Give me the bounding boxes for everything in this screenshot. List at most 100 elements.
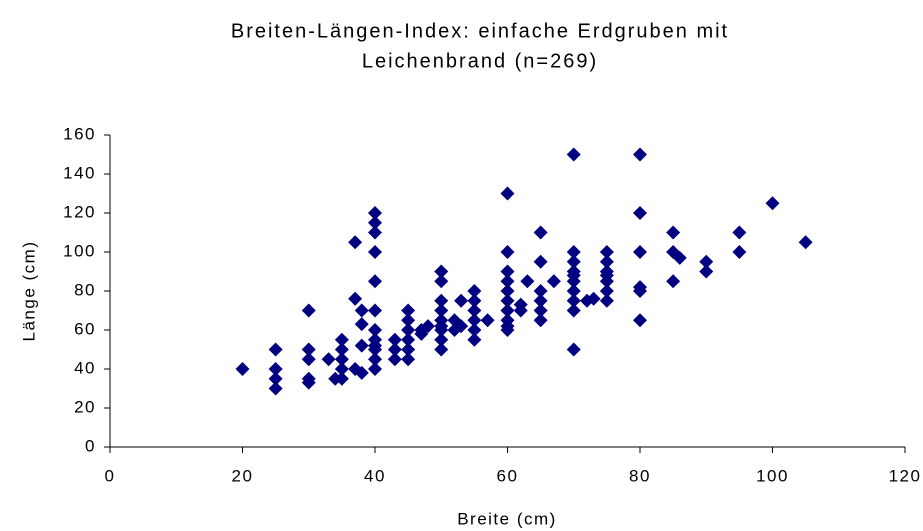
point: [368, 225, 382, 240]
y-tick-label: 20: [74, 397, 96, 416]
point: [434, 303, 449, 318]
point: [546, 274, 561, 289]
y-tick-label: 80: [74, 280, 96, 299]
point: [368, 245, 382, 259]
point: [348, 291, 363, 306]
point: [599, 264, 614, 279]
point: [354, 365, 369, 380]
point: [533, 254, 548, 269]
point: [354, 303, 369, 318]
point: [387, 352, 402, 367]
point: [301, 371, 316, 386]
x-tick-label: 120: [889, 466, 922, 485]
point: [533, 313, 548, 328]
point: [401, 303, 416, 318]
x-tick-label: 100: [756, 466, 789, 485]
point: [268, 371, 283, 386]
point: [599, 245, 614, 259]
x-tick-label: 20: [232, 466, 254, 485]
point: [533, 284, 548, 298]
point: [334, 362, 349, 376]
point: [401, 342, 416, 357]
point: [301, 342, 316, 357]
point: [467, 332, 482, 347]
point: [500, 293, 515, 308]
point: [666, 274, 681, 289]
point: [434, 342, 449, 357]
point: [500, 284, 515, 298]
point: [732, 225, 747, 240]
point: [401, 323, 416, 337]
y-tick-label: 160: [63, 124, 96, 143]
point: [348, 235, 363, 250]
point: [334, 342, 349, 357]
point: [235, 362, 250, 376]
point: [387, 332, 402, 347]
point: [368, 274, 382, 289]
chart-title: Leichenbrand (n=269): [362, 50, 598, 72]
point: [566, 303, 581, 318]
point: [500, 313, 515, 328]
point: [599, 293, 614, 308]
x-tick-label: 60: [497, 466, 519, 485]
point: [368, 303, 382, 318]
point: [368, 352, 382, 367]
point: [500, 186, 515, 201]
point: [500, 245, 515, 259]
point: [434, 274, 449, 289]
y-tick-label: 0: [85, 436, 96, 455]
point: [301, 303, 316, 318]
point: [566, 264, 581, 279]
y-axis-label: Länge (cm): [19, 241, 38, 342]
point: [633, 280, 647, 295]
point: [520, 274, 535, 289]
x-tick-label: 0: [105, 466, 116, 485]
point: [434, 332, 449, 347]
point: [699, 264, 714, 279]
point: [633, 147, 647, 162]
point: [368, 206, 382, 220]
point: [633, 206, 647, 220]
point: [500, 274, 515, 289]
point: [566, 147, 581, 162]
point: [334, 352, 349, 367]
x-tick-label: 80: [629, 466, 651, 485]
point: [301, 352, 316, 367]
point: [268, 342, 283, 357]
point: [354, 338, 369, 353]
x-axis-label: Breite (cm): [457, 509, 557, 528]
point: [334, 371, 349, 386]
point: [586, 291, 601, 306]
point: [454, 293, 469, 308]
point: [699, 254, 714, 269]
point: [566, 342, 581, 357]
point: [566, 293, 581, 308]
point: [732, 245, 747, 259]
point: [268, 362, 283, 376]
point: [387, 342, 402, 357]
point: [401, 332, 416, 347]
chart-title: Breiten-Längen-Index: einfache Erdgruben…: [231, 20, 729, 42]
x-tick-label: 40: [364, 466, 386, 485]
point: [480, 313, 495, 328]
y-tick-label: 60: [74, 319, 96, 338]
y-tick-label: 100: [63, 241, 96, 260]
y-tick-label: 140: [63, 163, 96, 182]
point: [368, 332, 382, 347]
point: [666, 225, 681, 240]
point: [566, 254, 581, 269]
point: [566, 284, 581, 298]
point: [533, 225, 548, 240]
point: [467, 284, 482, 298]
point: [434, 264, 449, 279]
point: [467, 303, 482, 318]
point: [633, 245, 647, 259]
point: [467, 323, 482, 337]
point: [368, 362, 382, 376]
point: [321, 352, 336, 367]
point: [334, 332, 349, 347]
point: [434, 293, 449, 308]
point: [421, 319, 435, 334]
point: [633, 313, 647, 328]
